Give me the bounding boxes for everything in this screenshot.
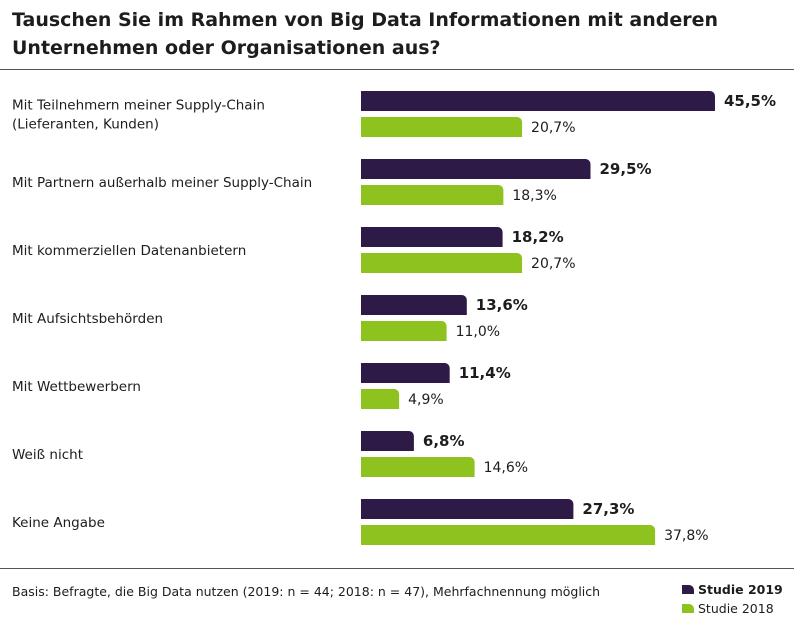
legend-item-2018: Studie 2018 <box>682 599 783 618</box>
category-5-label: Weiß nicht <box>12 447 83 463</box>
legend-item-2019: Studie 2019 <box>682 580 783 599</box>
data-label-2018-2: 20,7% <box>531 256 575 272</box>
bar-2018-1 <box>361 185 504 205</box>
category-1-label: Mit Partnern außerhalb meiner Supply-Cha… <box>12 175 312 191</box>
bar-2019-1 <box>361 159 591 179</box>
data-label-2019-6: 27,3% <box>582 500 634 518</box>
bar-2019-2 <box>361 227 503 247</box>
bottom-divider <box>0 568 794 569</box>
bar-2018-0 <box>361 117 523 137</box>
bar-2019-4 <box>361 363 450 383</box>
bar-2018-3 <box>361 321 447 341</box>
chart-title: Tauschen Sie im Rahmen von Big Data Info… <box>12 9 719 59</box>
data-label-2019-4: 11,4% <box>459 364 511 382</box>
top-divider <box>0 69 794 70</box>
category-2-label: Mit kommerziellen Datenanbietern <box>12 243 246 259</box>
legend-label-2019: Studie 2019 <box>698 582 783 597</box>
category-6-label: Keine Angabe <box>12 515 105 531</box>
data-label-2019-0: 45,5% <box>724 92 776 110</box>
bar-chart: Mit Teilnehmern meiner Supply-Chain (Lief… <box>12 91 776 545</box>
category-3-label: Mit Aufsichtsbehörden <box>12 311 163 327</box>
data-label-2018-5: 14,6% <box>484 460 528 476</box>
bar-2018-4 <box>361 389 400 409</box>
data-label-2019-1: 29,5% <box>600 160 652 178</box>
bar-2019-3 <box>361 295 467 315</box>
data-label-2018-3: 11,0% <box>456 324 500 340</box>
legend-swatch-2019 <box>682 585 694 594</box>
data-label-2018-6: 37,8% <box>664 528 708 544</box>
data-label-2019-5: 6,8% <box>423 432 465 450</box>
legend-swatch-2018 <box>682 604 694 613</box>
legend-label-2018: Studie 2018 <box>698 601 774 616</box>
bar-2018-6 <box>361 525 656 545</box>
data-label-2018-4: 4,9% <box>408 392 444 408</box>
bar-2019-6 <box>361 499 574 519</box>
data-label-2018-0: 20,7% <box>531 120 575 136</box>
legend: Studie 2019 Studie 2018 <box>682 580 783 618</box>
data-label-2019-3: 13,6% <box>476 296 528 314</box>
category-4-label: Mit Wettbewerbern <box>12 379 141 395</box>
data-label-2018-1: 18,3% <box>512 188 556 204</box>
category-0-label: Mit Teilnehmern meiner Supply-Chain (Lief… <box>12 98 265 133</box>
bar-2019-0 <box>361 91 715 111</box>
bar-2019-5 <box>361 431 414 451</box>
data-label-2019-2: 18,2% <box>512 228 564 246</box>
bar-2018-5 <box>361 457 475 477</box>
footnote: Basis: Befragte, die Big Data nutzen (20… <box>12 584 601 599</box>
bar-2018-2 <box>361 253 523 273</box>
